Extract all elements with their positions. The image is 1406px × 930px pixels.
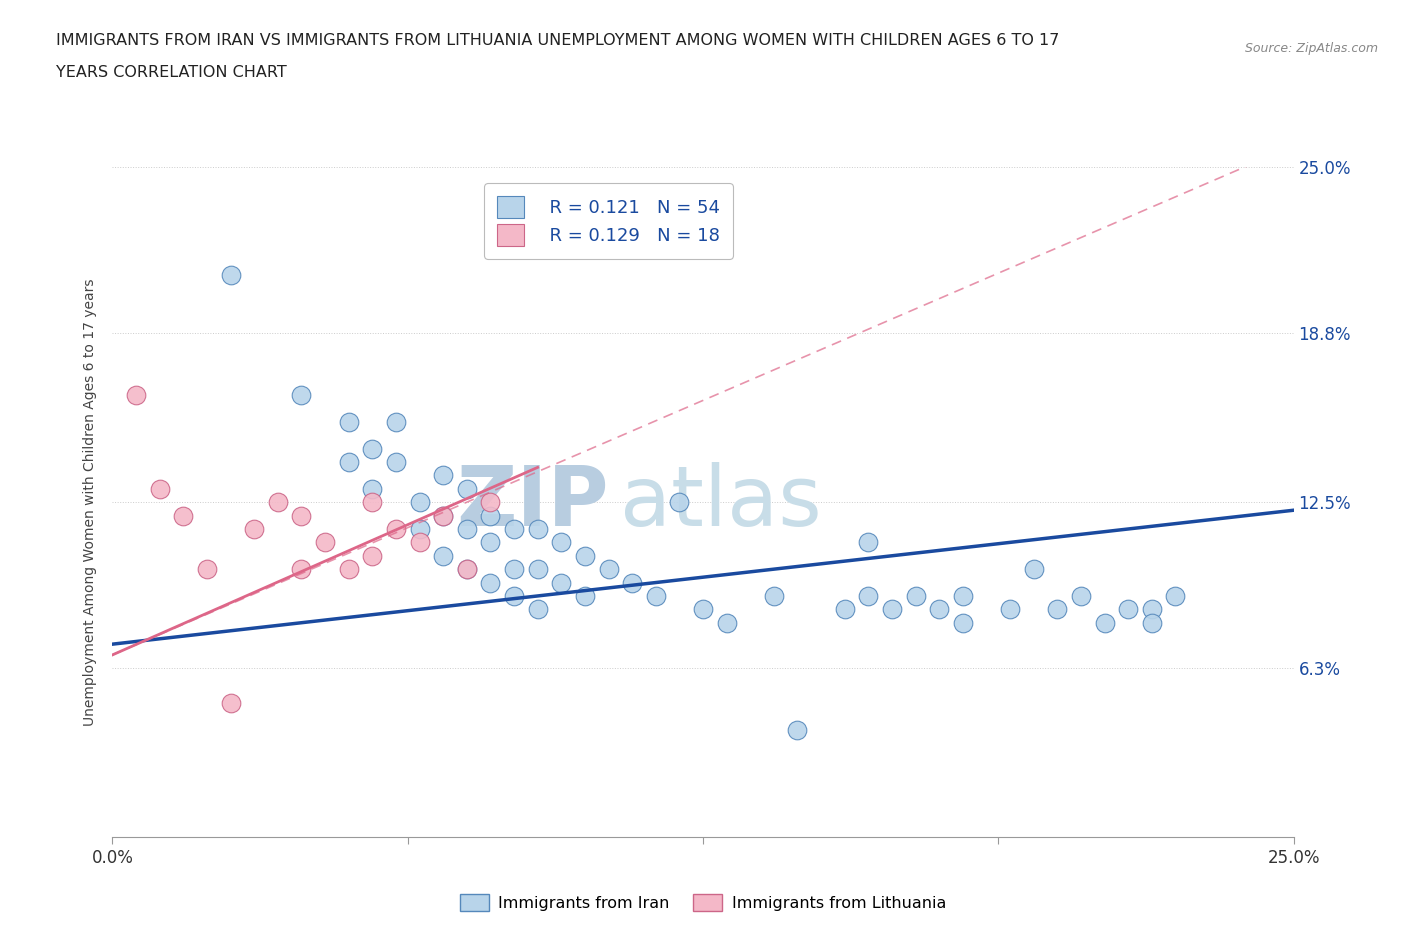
Point (195, 562, 218, 577)
Point (314, 535, 336, 550)
Point (290, 562, 312, 577)
Legend: Immigrants from Iran, Immigrants from Lithuania: Immigrants from Iran, Immigrants from Li… (453, 888, 953, 917)
Point (1046, 602, 1069, 617)
Text: Source: ZipAtlas.com: Source: ZipAtlas.com (1244, 42, 1378, 55)
Point (337, 562, 360, 577)
Point (668, 495, 690, 510)
Point (1070, 589, 1092, 604)
Point (385, 522, 408, 537)
Y-axis label: Unemployment Among Women with Children Ages 6 to 17 years: Unemployment Among Women with Children A… (83, 278, 97, 726)
Point (503, 589, 526, 604)
Point (1140, 602, 1163, 617)
Point (1140, 616, 1163, 631)
Point (952, 589, 974, 604)
Point (456, 562, 478, 577)
Point (526, 602, 548, 617)
Point (385, 455, 408, 470)
Point (1094, 616, 1116, 631)
Point (432, 508, 454, 523)
Point (1164, 589, 1187, 604)
Point (479, 495, 502, 510)
Point (574, 549, 596, 564)
Point (621, 575, 644, 590)
Point (408, 522, 430, 537)
Point (432, 468, 454, 483)
Point (408, 535, 430, 550)
Point (149, 482, 172, 497)
Point (219, 696, 242, 711)
Point (598, 562, 620, 577)
Point (858, 589, 880, 604)
Point (385, 415, 408, 430)
Text: ZIP: ZIP (456, 461, 609, 543)
Point (526, 522, 548, 537)
Point (432, 508, 454, 523)
Point (1022, 562, 1045, 577)
Point (408, 495, 430, 510)
Point (290, 508, 312, 523)
Point (526, 562, 548, 577)
Point (361, 549, 384, 564)
Point (574, 589, 596, 604)
Text: YEARS CORRELATION CHART: YEARS CORRELATION CHART (56, 65, 287, 80)
Point (928, 602, 950, 617)
Point (762, 589, 785, 604)
Point (456, 482, 478, 497)
Point (267, 495, 290, 510)
Point (479, 575, 502, 590)
Point (904, 589, 927, 604)
Point (479, 508, 502, 523)
Point (361, 441, 384, 456)
Point (172, 508, 194, 523)
Point (361, 482, 384, 497)
Point (998, 602, 1021, 617)
Point (644, 589, 666, 604)
Point (125, 388, 148, 403)
Point (290, 388, 312, 403)
Point (786, 723, 808, 737)
Point (432, 549, 454, 564)
Point (337, 455, 360, 470)
Text: IMMIGRANTS FROM IRAN VS IMMIGRANTS FROM LITHUANIA UNEMPLOYMENT AMONG WOMEN WITH : IMMIGRANTS FROM IRAN VS IMMIGRANTS FROM … (56, 33, 1060, 47)
Point (503, 522, 526, 537)
Point (692, 602, 714, 617)
Point (952, 616, 974, 631)
Point (716, 616, 738, 631)
Point (858, 535, 880, 550)
Point (550, 575, 572, 590)
Point (243, 522, 266, 537)
Point (479, 535, 502, 550)
Point (880, 602, 903, 617)
Point (361, 495, 384, 510)
Point (337, 415, 360, 430)
Point (503, 562, 526, 577)
Point (834, 602, 856, 617)
Point (456, 562, 478, 577)
Point (1116, 602, 1139, 617)
Point (550, 535, 572, 550)
Point (219, 267, 242, 282)
Text: atlas: atlas (620, 461, 823, 543)
Point (456, 522, 478, 537)
Legend:   R = 0.121   N = 54,   R = 0.129   N = 18: R = 0.121 N = 54, R = 0.129 N = 18 (484, 183, 733, 259)
